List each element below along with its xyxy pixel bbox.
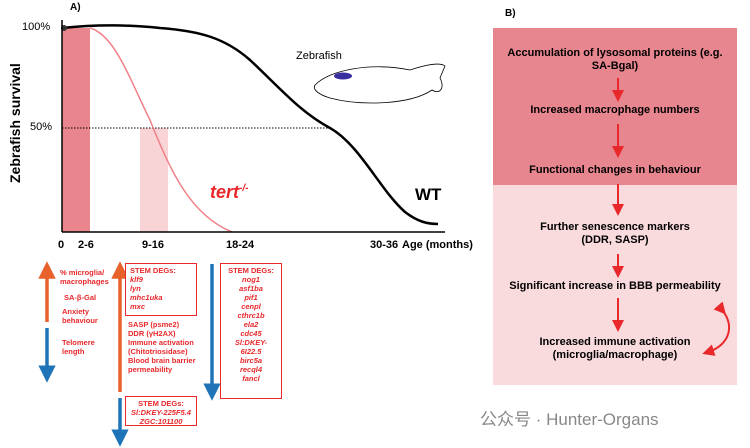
box-title: STEM DEGs: xyxy=(228,266,274,275)
fish-brain xyxy=(334,72,352,80)
x-tick: 18-24 xyxy=(226,239,255,251)
gene: cenpl xyxy=(241,302,261,311)
stem-box: STEM DEGs: klf9 lyn mhc1uka mxc xyxy=(125,263,197,316)
gene: Sl:DKEY-6I22.5 xyxy=(234,338,268,356)
middle-item: SASP (psme2) xyxy=(128,320,180,329)
y-axis-label: Zebrafish survival xyxy=(7,63,23,183)
left-item: SA-β-Gal xyxy=(64,293,97,302)
panel-label: A) xyxy=(70,2,81,13)
gene: cthrc1b xyxy=(237,311,265,320)
gene: klf9 xyxy=(130,275,143,284)
gene: mhc1uka xyxy=(130,293,163,302)
arrows-a xyxy=(38,261,221,447)
y-tick: 50% xyxy=(30,121,53,133)
x-tick: 30-36 xyxy=(370,239,399,251)
box-title: STEM DEGs: xyxy=(130,266,176,275)
phase-late xyxy=(493,185,737,385)
middle-item: Immune activation (Chitotriosidase) xyxy=(128,338,194,356)
phase-early xyxy=(493,28,737,185)
middle-list: SASP (psme2) DDR (γH2AX) Immune activati… xyxy=(128,320,208,374)
fish-label: Zebrafish xyxy=(296,50,342,62)
tert-text: tert xyxy=(210,182,240,202)
gene: cdc45 xyxy=(240,329,262,338)
gene: recql4 xyxy=(239,365,263,374)
gene: pif1 xyxy=(244,293,258,302)
panel-a-plot xyxy=(61,20,446,233)
tert-label: tert-/- xyxy=(210,182,248,203)
watermark: 公众号 · Hunter-Organs xyxy=(480,410,659,429)
left-item: % microglia/ macrophages xyxy=(60,268,109,286)
step: Increased macrophage numbers xyxy=(530,104,700,116)
gene: birc5a xyxy=(239,356,263,365)
step: Further senescence markers (DDR, SASP) xyxy=(540,221,690,246)
step: Accumulation of lysosomal proteins (e.g.… xyxy=(507,47,723,72)
left-item: Telomere length xyxy=(62,338,95,356)
step: Functional changes in behaviour xyxy=(529,164,701,176)
gene: nog1 xyxy=(242,275,260,284)
stem-box: STEM DEGs: Sl:DKEY-225F5.4 ZGC:101100 xyxy=(125,396,197,426)
panel-b-bg xyxy=(493,28,737,385)
gene: ZGC:101100 xyxy=(139,417,183,426)
tert-sup: -/- xyxy=(239,183,249,194)
x-axis-label: Age (months) xyxy=(402,239,473,251)
tert-curve xyxy=(89,27,233,233)
wt-curve xyxy=(61,24,439,226)
gene: mxc xyxy=(130,302,146,311)
wt-label: WT xyxy=(415,185,442,204)
fish-icon xyxy=(313,63,446,104)
band-mid xyxy=(140,128,168,232)
gene: lyn xyxy=(130,284,141,293)
x-tick: 2-6 xyxy=(78,239,94,251)
middle-item: DDR (γH2AX) xyxy=(128,329,176,338)
gene: Sl:DKEY-225F5.4 xyxy=(131,408,191,417)
box-title: STEM DEGs: xyxy=(138,399,184,408)
step: Increased immune activation (microglia/m… xyxy=(539,336,691,361)
gene: fancl xyxy=(242,374,260,383)
middle-item: Blood brain barrier permeability xyxy=(128,356,196,374)
y-tick: 100% xyxy=(22,21,51,33)
step: Significant increase in BBB permeability xyxy=(509,280,721,292)
x-tick: 0 xyxy=(58,239,65,251)
stem-box: STEM DEGs: nog1 asf1ba pif1 cenpl cthrc1b ela… xyxy=(220,263,282,399)
band-early xyxy=(62,28,90,232)
x-tick: 9-16 xyxy=(142,239,165,251)
loop-arrow xyxy=(702,301,731,356)
left-item: Anxiety behaviour xyxy=(62,307,98,325)
gene: asf1ba xyxy=(239,284,263,293)
panel-label: B) xyxy=(505,8,516,19)
gene: ela2 xyxy=(243,320,259,329)
